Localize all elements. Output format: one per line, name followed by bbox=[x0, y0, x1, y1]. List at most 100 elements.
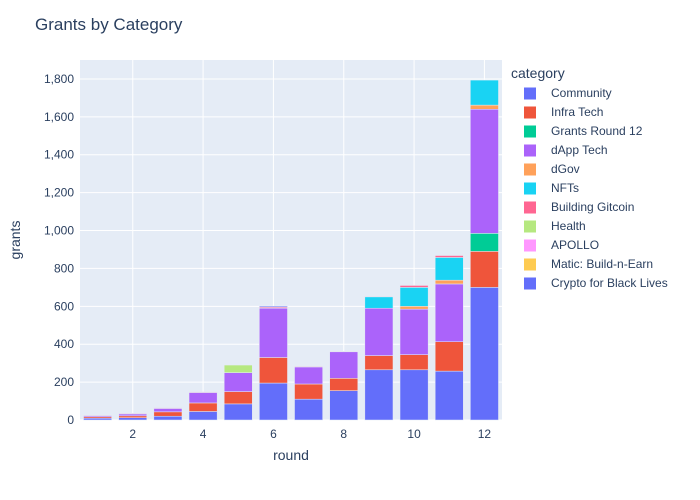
plot-background bbox=[80, 60, 502, 420]
x-tick-label: 8 bbox=[340, 427, 347, 441]
legend-label: APOLLO bbox=[551, 238, 599, 252]
bar-segment bbox=[399, 287, 429, 307]
bar-segment bbox=[153, 407, 183, 409]
bar-segment bbox=[399, 369, 429, 421]
bar-segment bbox=[259, 382, 288, 421]
legend-swatch bbox=[524, 277, 536, 290]
y-tick-label: 200 bbox=[54, 375, 74, 389]
bar-segment bbox=[153, 408, 183, 413]
bar-segment bbox=[364, 369, 394, 421]
y-tick-label: 400 bbox=[54, 337, 74, 351]
y-tick-label: 1,400 bbox=[44, 148, 74, 162]
y-axis-title: grants bbox=[7, 221, 23, 260]
bar-segment bbox=[470, 287, 499, 421]
x-tick-label: 6 bbox=[270, 427, 277, 441]
bar-segment bbox=[399, 285, 429, 288]
bar-segment bbox=[470, 104, 499, 110]
x-axis-ticks: 2 4 6 8 10 12 bbox=[129, 427, 491, 441]
y-axis-ticks: 0 200 400 600 800 1,000 1,200 1,400 1,600 1,800 bbox=[44, 72, 74, 427]
bar-segment bbox=[434, 257, 464, 281]
bar-segment bbox=[188, 391, 218, 393]
bar-segment bbox=[188, 411, 218, 421]
legend-label: Matic: Build-n-Earn bbox=[551, 257, 653, 271]
bar-segment bbox=[470, 109, 499, 234]
bar-segment bbox=[259, 306, 288, 308]
bar-segment bbox=[399, 354, 429, 371]
chart-title: Grants by Category bbox=[35, 15, 183, 34]
bar-segment bbox=[364, 296, 394, 309]
y-tick-label: 800 bbox=[54, 261, 74, 275]
bar-segment bbox=[294, 366, 323, 368]
legend-label: NFTs bbox=[551, 181, 579, 195]
bar-segment bbox=[259, 357, 288, 384]
bar-segment bbox=[329, 390, 359, 421]
bar-segment bbox=[470, 233, 499, 252]
bar-segment bbox=[223, 364, 253, 373]
bar-segment bbox=[434, 370, 464, 421]
bar-segment bbox=[118, 417, 148, 421]
legend-label: Crypto for Black Lives bbox=[551, 276, 668, 290]
legend-label: Grants Round 12 bbox=[551, 124, 643, 138]
bar-segment bbox=[364, 355, 394, 371]
legend-swatch bbox=[524, 239, 536, 252]
bar-segment bbox=[434, 283, 464, 342]
bar-segment bbox=[329, 378, 359, 391]
bar-segment bbox=[83, 417, 112, 421]
bar-segment bbox=[223, 372, 253, 392]
bar-stacks bbox=[83, 79, 499, 421]
legend-swatch bbox=[524, 201, 536, 214]
y-tick-label: 1,800 bbox=[44, 72, 74, 86]
legend-label: Infra Tech bbox=[551, 105, 603, 119]
y-tick-label: 1,600 bbox=[44, 110, 74, 124]
x-tick-label: 4 bbox=[200, 427, 207, 441]
bar-segment bbox=[118, 415, 148, 418]
bar-segment bbox=[153, 415, 183, 421]
gridlines bbox=[80, 60, 502, 421]
legend-label: Community bbox=[551, 86, 612, 100]
bar-segment bbox=[434, 279, 464, 285]
bar-segment bbox=[118, 413, 148, 417]
legend-swatch bbox=[524, 258, 536, 271]
bar-segment bbox=[83, 414, 112, 416]
legend-label: dApp Tech bbox=[551, 143, 608, 157]
x-tick-label: 2 bbox=[129, 427, 136, 441]
bar-segment bbox=[118, 413, 148, 415]
bar-segment bbox=[364, 296, 394, 298]
legend-label: Health bbox=[551, 219, 586, 233]
bar-segment bbox=[364, 307, 394, 356]
bar-segment bbox=[294, 366, 323, 385]
y-tick-label: 1,000 bbox=[44, 224, 74, 238]
bar-segment bbox=[188, 392, 218, 404]
legend-items: Community Infra Tech Grants Round 12 dApp T… bbox=[524, 86, 668, 290]
bar-segment bbox=[223, 403, 253, 421]
x-tick-label: 12 bbox=[478, 427, 492, 441]
bar-segment bbox=[434, 255, 464, 258]
bar-segment bbox=[294, 383, 323, 400]
bar-segment bbox=[329, 350, 359, 353]
bar-segment bbox=[329, 351, 359, 379]
bar-segment bbox=[259, 307, 288, 358]
bar-segment bbox=[399, 308, 429, 355]
legend-title: category bbox=[511, 65, 565, 81]
legend-swatch bbox=[524, 144, 536, 157]
bar-segment bbox=[470, 251, 499, 288]
legend-swatch bbox=[524, 220, 536, 233]
bar-segment bbox=[188, 402, 218, 412]
legend-swatch bbox=[524, 106, 536, 119]
bar-segment bbox=[153, 411, 183, 417]
legend: category Community Infra Tech Grants Round… bbox=[511, 65, 668, 290]
legend-label: dGov bbox=[551, 162, 580, 176]
bar-segment bbox=[470, 79, 499, 106]
legend-swatch bbox=[524, 163, 536, 176]
x-tick-label: 10 bbox=[407, 427, 421, 441]
legend-swatch bbox=[524, 125, 536, 138]
x-axis-title: round bbox=[273, 447, 309, 463]
bar-segment bbox=[294, 398, 323, 421]
bar-segment bbox=[399, 306, 429, 310]
y-tick-label: 0 bbox=[67, 413, 74, 427]
bar-segment bbox=[223, 391, 253, 405]
legend-swatch bbox=[524, 182, 536, 195]
y-tick-label: 1,200 bbox=[44, 186, 74, 200]
legend-swatch bbox=[524, 87, 536, 100]
